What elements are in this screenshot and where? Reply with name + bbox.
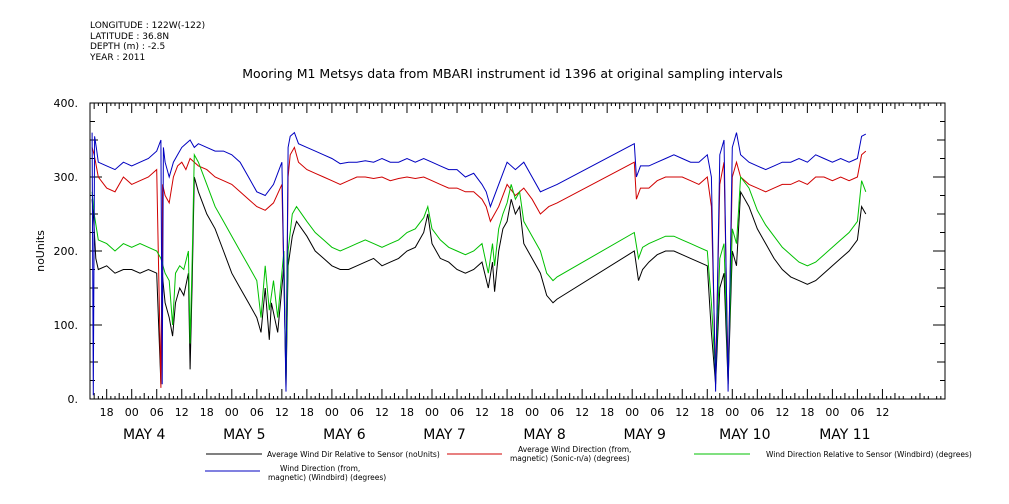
x-hour-label: 00 bbox=[225, 406, 239, 419]
latitude-label: LATITUDE : 36.8N bbox=[90, 31, 170, 42]
depth-label: DEPTH (m) : -2.5 bbox=[90, 42, 166, 52]
x-day-label: MAY 4 bbox=[123, 427, 166, 443]
plot-frame bbox=[89, 102, 946, 400]
legend-label-2: Average Wind Direction (from, magnetic) (… bbox=[510, 445, 631, 463]
x-hour-label: 00 bbox=[825, 406, 839, 419]
x-hour-label: 12 bbox=[675, 406, 689, 419]
legend-label-3: Wind Direction Relative to Sensor (Windb… bbox=[766, 450, 972, 459]
series-line-1 bbox=[91, 176, 867, 388]
legend: Average Wind Dir Relative to Sensor (noU… bbox=[205, 445, 972, 482]
longitude-label: LONGITUDE : 122W(-122) bbox=[90, 21, 206, 31]
x-hour-label: 18 bbox=[600, 406, 614, 419]
x-hour-label: 00 bbox=[525, 406, 539, 419]
x-day-label: MAY 6 bbox=[323, 427, 366, 443]
y-tick-label: 0. bbox=[68, 393, 79, 406]
x-hour-label: 00 bbox=[725, 406, 739, 419]
x-day-label: MAY 11 bbox=[819, 427, 870, 443]
x-day-label: MAY 8 bbox=[523, 427, 565, 443]
series-line-3 bbox=[91, 152, 867, 381]
x-hour-label: 12 bbox=[175, 406, 189, 419]
x-hour-label: 06 bbox=[150, 406, 164, 419]
legend-label-4: Wind Direction (from, magnetic) (Windbird… bbox=[268, 464, 386, 482]
x-hour-label: 06 bbox=[250, 406, 264, 419]
x-hour-label: 12 bbox=[875, 406, 889, 419]
x-hour-label: 00 bbox=[625, 406, 639, 419]
x-hour-label: 18 bbox=[800, 406, 814, 419]
x-hour-label: 18 bbox=[100, 406, 114, 419]
y-tick-label: 300. bbox=[54, 171, 79, 184]
x-hour-label: 12 bbox=[475, 406, 489, 419]
x-day-label: MAY 10 bbox=[719, 427, 770, 443]
y-axis-label: noUnits bbox=[34, 230, 47, 272]
series-line-4 bbox=[91, 131, 867, 396]
x-hour-label: 00 bbox=[125, 406, 139, 419]
x-hour-label: 06 bbox=[550, 406, 564, 419]
x-hour-label: 00 bbox=[425, 406, 439, 419]
y-tick-label: 400. bbox=[54, 97, 79, 110]
series-line-2 bbox=[91, 146, 867, 388]
y-tick-label: 200. bbox=[54, 245, 79, 258]
legend-label-1: Average Wind Dir Relative to Sensor (noU… bbox=[267, 450, 440, 459]
x-hour-label: 12 bbox=[575, 406, 589, 419]
x-hour-label: 06 bbox=[650, 406, 664, 419]
x-axis: 18 00 06 12 18 00 06 12 18 00 06 12 18 00 06 12 18 00 06 12… bbox=[89, 103, 946, 443]
x-hour-label: 18 bbox=[200, 406, 214, 419]
x-day-label: MAY 5 bbox=[223, 427, 265, 443]
year-label: YEAR : 2011 bbox=[90, 52, 146, 63]
x-hour-label: 12 bbox=[375, 406, 389, 419]
x-day-label: MAY 9 bbox=[623, 427, 665, 443]
metadata-block: LONGITUDE : 122W(-122) LATITUDE : 36.8N … bbox=[90, 21, 205, 63]
x-hour-label: 18 bbox=[500, 406, 514, 419]
x-hour-label: 06 bbox=[350, 406, 364, 419]
x-hour-label: 18 bbox=[300, 406, 314, 419]
y-axis: 0. 100. 200. 300. 400. bbox=[54, 97, 945, 406]
y-tick-label: 100. bbox=[54, 319, 79, 332]
x-hour-label: 18 bbox=[400, 406, 414, 419]
x-hour-label: 12 bbox=[775, 406, 789, 419]
x-hour-label: 00 bbox=[325, 406, 339, 419]
x-hour-label: 06 bbox=[450, 406, 464, 419]
x-hour-label: 18 bbox=[700, 406, 714, 419]
series-layer bbox=[91, 131, 867, 396]
x-day-label: MAY 7 bbox=[423, 427, 465, 443]
x-hour-label: 12 bbox=[275, 406, 289, 419]
x-hour-label: 06 bbox=[750, 406, 764, 419]
chart-title: Mooring M1 Metsys data from MBARI instru… bbox=[242, 66, 783, 81]
x-hour-label: 06 bbox=[850, 406, 864, 419]
